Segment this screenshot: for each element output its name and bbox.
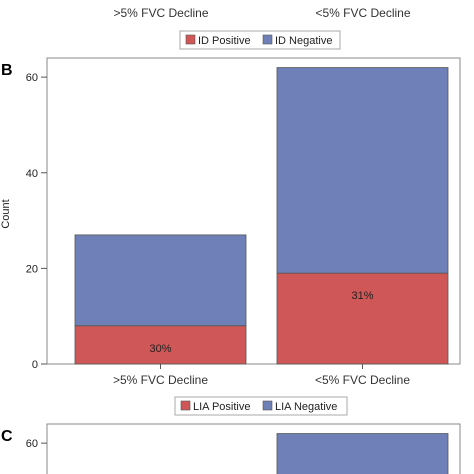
panel-b-y-axis-title: Count [0, 199, 12, 228]
panel-b-y-tick-label-0: 0 [32, 359, 38, 371]
panel-a-legend-frame [179, 30, 341, 50]
panel-c-plot-frame [46, 423, 461, 474]
panel-b-legend-frame [174, 396, 348, 416]
panel-b-legend-swatch-positive [180, 400, 191, 411]
panel-b-data-label-2: 31% [351, 290, 373, 302]
panel-c-bars [276, 433, 449, 474]
panel-b-x-tick-label-1: >5% FVC Decline [113, 373, 208, 387]
panel-b-data-label-1: 30% [149, 343, 171, 355]
panel-b-x-tick-label-2: <5% FVC Decline [315, 373, 410, 387]
panel-b-legend-swatch-negative [262, 400, 273, 411]
panel-a-category-label-1: >5% FVC Decline [113, 6, 208, 20]
panel-a-legend-swatch-positive [185, 34, 196, 45]
panel-c-bar-2 [276, 433, 449, 474]
panel-b-plot-frame [46, 57, 461, 365]
panel-b-bar-negative-1 [74, 234, 247, 327]
panel-b-bar-positive-2 [276, 272, 449, 365]
panel-c-y-tick-label-0: 60 [26, 438, 38, 450]
panel-b-y-tick-label-3: 60 [26, 72, 38, 84]
panel-b-y-tick-label-2: 40 [26, 168, 38, 180]
panel-a-category-label-2: <5% FVC Decline [315, 6, 410, 20]
panel-b-bars: 30% 31% [74, 67, 449, 365]
panel-a-legend-swatch-negative [262, 34, 273, 45]
panel-b-legend-label-positive: LIA Positive [193, 401, 250, 413]
panel-a-legend-label-negative: ID Negative [275, 35, 332, 47]
panel-a-legend-label-positive: ID Positive [198, 35, 251, 47]
panel-b-y-axis: 0 20 40 60 [26, 72, 47, 371]
panel-b-legend: LIA Positive LIA Negative [174, 396, 348, 416]
panel-b-bar-negative-2 [276, 67, 449, 274]
panel-c-label: C [1, 428, 13, 445]
panel-b-label: B [1, 62, 13, 79]
panel-b-x-axis: >5% FVC Decline <5% FVC Decline [113, 364, 410, 387]
panel-b-y-tick-label-1: 20 [26, 263, 38, 275]
panel-a-legend: ID Positive ID Negative [179, 30, 341, 50]
panel-c-y-axis: 60 [26, 438, 47, 450]
panel-b-legend-label-negative: LIA Negative [275, 401, 337, 413]
